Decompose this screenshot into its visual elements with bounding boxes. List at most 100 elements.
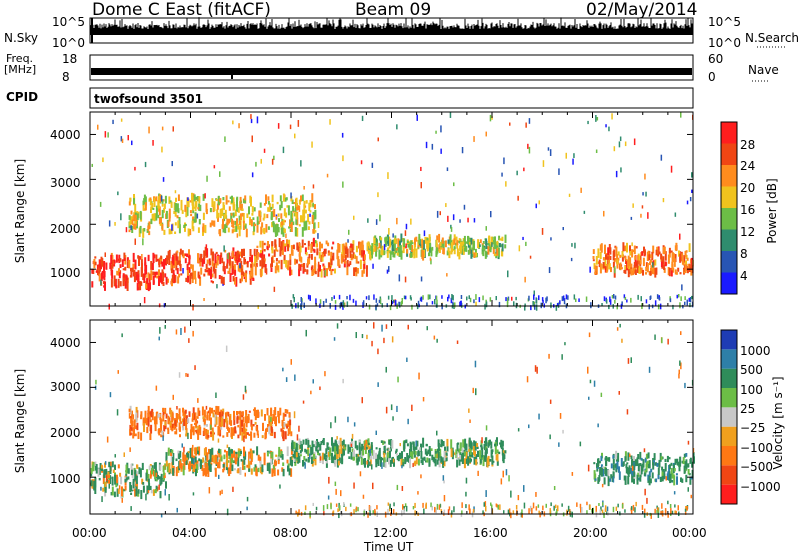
data-cell: [453, 506, 455, 513]
data-cell: [197, 207, 200, 210]
data-cell: [152, 252, 155, 261]
data-cell: [606, 256, 609, 260]
data-cell: [101, 258, 104, 267]
data-cell: [634, 269, 637, 275]
data-cell: [341, 448, 344, 457]
data-cell: [644, 488, 646, 496]
data-cell: [586, 501, 588, 506]
data-cell: [581, 507, 583, 513]
data-cell: [282, 468, 285, 477]
data-cell: [647, 474, 650, 481]
data-cell: [380, 440, 383, 443]
data-cell: [487, 246, 490, 255]
data-cell: [295, 218, 298, 225]
data-cell: [261, 469, 264, 473]
data-cell: [122, 276, 125, 287]
data-cell: [309, 210, 312, 213]
data-cell: [239, 196, 242, 203]
data-cell: [503, 157, 505, 165]
data-cell: [528, 424, 530, 429]
data-cell: [383, 441, 386, 444]
data-cell: [626, 242, 628, 253]
velocity-ytick: 2000: [50, 426, 81, 440]
data-cell: [174, 420, 177, 427]
data-cell: [386, 303, 388, 308]
data-cell: [667, 254, 670, 264]
data-cell: [194, 365, 196, 370]
data-cell: [182, 452, 185, 462]
data-cell: [274, 407, 277, 416]
data-cell: [196, 213, 199, 219]
nsky-tick-top: 10^5: [52, 15, 85, 29]
data-cell: [625, 259, 628, 263]
data-cell: [155, 271, 158, 275]
data-cell: [296, 227, 299, 237]
data-cell: [240, 459, 243, 462]
data-cell: [259, 253, 262, 258]
data-cell: [138, 257, 140, 266]
data-cell: [234, 456, 237, 463]
data-cell: [387, 502, 390, 506]
data-cell: [144, 418, 147, 424]
data-cell: [399, 239, 402, 242]
data-cell: [218, 474, 220, 480]
data-cell: [389, 450, 391, 457]
data-cell: [181, 209, 184, 214]
data-cell: [271, 247, 274, 254]
data-cell: [629, 257, 632, 265]
data-cell: [404, 230, 407, 236]
data-cell: [427, 243, 430, 247]
data-cell: [105, 475, 108, 482]
data-cell: [458, 448, 461, 454]
data-cell: [233, 229, 236, 233]
data-cell: [427, 294, 430, 300]
data-cell: [283, 254, 286, 261]
power-ytick: 3000: [50, 176, 81, 190]
data-cell: [179, 416, 182, 422]
data-cell: [605, 467, 607, 476]
data-cell: [134, 238, 136, 245]
data-cell: [232, 276, 235, 282]
data-cell: [187, 197, 189, 201]
data-cell: [405, 243, 407, 249]
data-cell: [363, 254, 366, 260]
data-cell: [142, 482, 145, 485]
data-cell: [192, 426, 195, 436]
data-cell: [675, 272, 678, 275]
data-cell: [411, 404, 413, 412]
x-tick: 00:00: [672, 526, 707, 540]
data-cell: [337, 460, 340, 466]
data-cell: [498, 243, 501, 248]
data-cell: [208, 460, 211, 467]
velocity-cbar-swatch: [721, 330, 737, 350]
data-cell: [674, 458, 677, 465]
data-cell: [220, 252, 223, 258]
data-cell: [631, 465, 634, 471]
data-cell: [307, 240, 310, 247]
data-cell: [308, 257, 311, 265]
data-cell: [132, 427, 135, 433]
data-cell: [323, 511, 325, 516]
data-cell: [251, 206, 254, 213]
data-cell: [233, 256, 236, 261]
data-cell: [303, 302, 305, 309]
data-cell: [528, 508, 530, 515]
data-cell: [602, 261, 605, 268]
data-cell: [272, 260, 275, 263]
data-cell: [202, 223, 205, 233]
data-cell: [133, 430, 135, 435]
data-cell: [268, 253, 271, 257]
data-cell: [163, 303, 166, 308]
data-cell: [401, 451, 403, 459]
data-cell: [340, 254, 343, 264]
freq-band: [91, 68, 692, 75]
data-cell: [458, 240, 461, 243]
data-cell: [196, 429, 199, 435]
data-cell: [162, 465, 165, 473]
data-cell: [231, 460, 234, 463]
data-cell: [563, 298, 566, 305]
x-tick: 00:00: [72, 526, 107, 540]
data-cell: [627, 468, 629, 475]
data-cell: [455, 236, 458, 241]
data-cell: [171, 224, 173, 231]
